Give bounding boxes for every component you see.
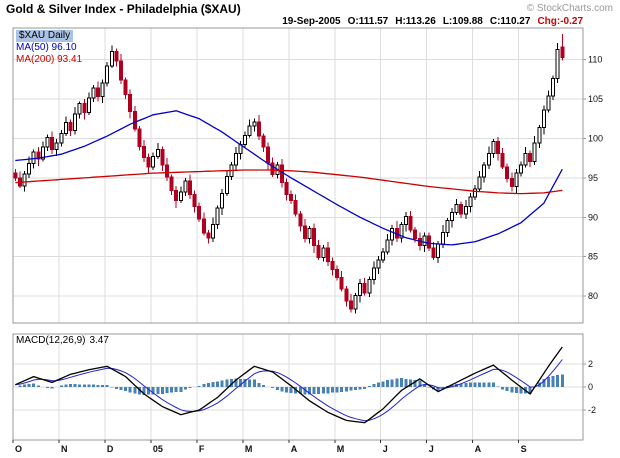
svg-text:-2: -2 [588, 405, 596, 415]
svg-text:O: O [15, 444, 22, 454]
macd-panel: 2 0 -2 [12, 333, 596, 441]
svg-text:M: M [245, 444, 253, 454]
svg-text:0: 0 [588, 382, 593, 392]
quote-high: H:113.26 [395, 16, 436, 27]
svg-text:N: N [61, 444, 68, 454]
legend-ma50: MA(50) 96.10 [16, 42, 77, 53]
quote-close: C:110.27 [489, 16, 531, 27]
svg-text:110: 110 [588, 55, 602, 65]
svg-text:2: 2 [588, 359, 593, 369]
quote-line: 19-Sep-2005 O:111.57 H:113.26 L:109.88 C:110… [282, 16, 583, 27]
svg-text:85: 85 [588, 252, 598, 262]
svg-text:J: J [383, 444, 388, 454]
svg-text:A: A [475, 444, 482, 454]
chart-legend: $XAU Daily MA(50) 96.10 MA(200) 93.41 [16, 30, 82, 66]
legend-macd: MACD(12,26,9) 3.47 [16, 335, 113, 346]
svg-text:90: 90 [588, 212, 598, 222]
svg-text:100: 100 [588, 133, 603, 143]
svg-text:80: 80 [588, 291, 598, 301]
svg-text:M: M [337, 444, 345, 454]
svg-text:105: 105 [588, 94, 603, 104]
svg-text:A: A [291, 444, 298, 454]
svg-text:05: 05 [153, 444, 163, 454]
legend-ma200: MA(200) 93.41 [16, 54, 83, 65]
quote-low: L:109.88 [442, 16, 483, 27]
svg-text:F: F [199, 444, 205, 454]
x-axis: O N D 05 F M A M J J A S [12, 440, 527, 454]
macd-value: 3.47 [89, 335, 109, 346]
svg-text:D: D [107, 444, 114, 454]
copyright-label: © StockCharts.com [526, 3, 613, 14]
svg-text:S: S [521, 444, 527, 454]
svg-text:95: 95 [588, 173, 598, 183]
quote-open: O:111.57 [347, 16, 389, 27]
macd-params-label: MACD(12,26,9) [16, 335, 86, 346]
price-panel: 80 85 90 95 100 105 110 [12, 27, 603, 324]
quote-date: 19-Sep-2005 [282, 16, 341, 27]
page-title: Gold & Silver Index - Philadelphia ($XAU… [6, 2, 241, 16]
legend-symbol: $XAU Daily [16, 30, 74, 42]
quote-change: Chg:-0.27 [537, 16, 583, 27]
svg-text:J: J [429, 444, 434, 454]
